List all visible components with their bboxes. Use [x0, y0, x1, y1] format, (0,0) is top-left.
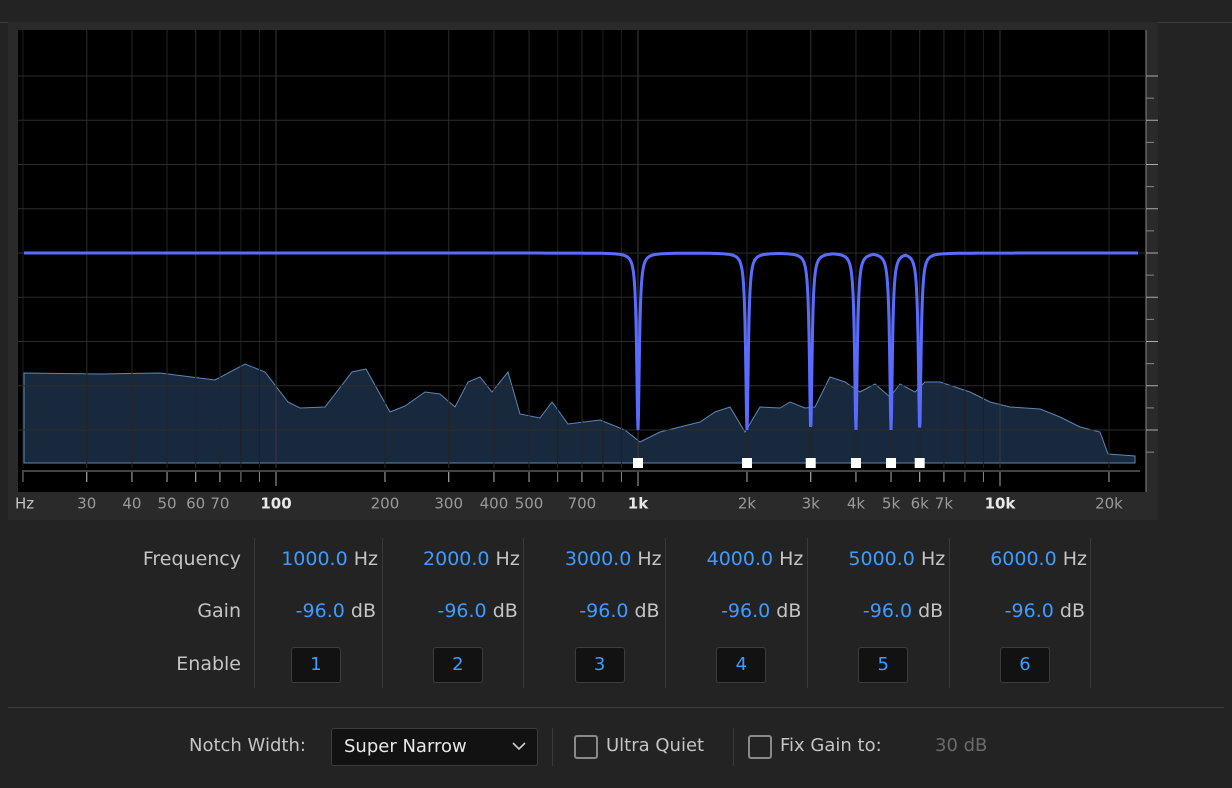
gain-cell: -96.0 dB [721, 600, 801, 622]
divider [8, 707, 1224, 708]
x-tick-label: 100 [260, 495, 291, 513]
frequency-value: 3000.0 [564, 548, 632, 570]
x-tick-label: 1k [628, 495, 649, 513]
x-tick-label: 3k [802, 495, 821, 513]
dropdown-value: Super Narrow [344, 736, 467, 757]
enable-button[interactable]: 1 [291, 647, 341, 683]
unit: Hz [495, 548, 520, 570]
gain-value: -96.0 [1004, 600, 1054, 622]
separator [552, 728, 553, 766]
notch-handle [914, 458, 925, 468]
frequency-value: 2000.0 [423, 548, 490, 570]
gain-value: -96.0 [437, 600, 487, 622]
row-label: Gain [197, 600, 241, 622]
frequency-value: 4000.0 [706, 548, 774, 570]
x-tick-label: 30 [77, 495, 96, 513]
x-tick-label: 400 [480, 495, 509, 513]
chevron [512, 742, 526, 751]
gain-cell: -96.0 dB [579, 600, 659, 622]
x-tick-label: 200 [371, 495, 400, 513]
spectrum-fill [23, 363, 1136, 464]
column-separator [254, 538, 255, 688]
unit: dB [918, 600, 944, 622]
gain-cell: -96.0 dB [863, 600, 943, 622]
x-tick-label: 60 [186, 495, 205, 513]
fix-gain-value: 30 dB [935, 735, 988, 756]
notch-handle [805, 458, 816, 468]
x-tick-label: 2k [738, 495, 757, 513]
gain-value: -96.0 [862, 600, 913, 622]
x-tick-label: 50 [157, 495, 176, 513]
frequency-cell: 4000.0 Hz [707, 548, 804, 570]
fix-gain-label: Fix Gain to: [780, 735, 882, 756]
unit: dB [1059, 600, 1085, 622]
frequency-cell: 2000.0 Hz [423, 548, 520, 570]
column-separator [949, 538, 950, 688]
fix-gain-checkbox[interactable] [748, 735, 772, 759]
gain-cell: -96.0 dB [296, 600, 376, 622]
gain-value: -96.0 [579, 600, 629, 622]
gain-cell: -96.0 dB [1005, 600, 1085, 622]
enable-button[interactable]: 3 [574, 647, 625, 683]
frequency-cell: 6000.0 Hz [990, 548, 1087, 570]
x-tick-label: 500 [515, 495, 544, 513]
notch-handle [850, 458, 861, 468]
separator [733, 728, 734, 766]
row-label: Enable [176, 653, 241, 675]
x-tick-label: 70 [210, 495, 229, 513]
column-separator [665, 538, 666, 688]
notch-handle [633, 458, 643, 468]
enable-button[interactable]: 5 [858, 647, 909, 683]
notch-handle [886, 458, 897, 468]
unit: dB [634, 600, 660, 622]
column-separator [807, 538, 808, 688]
frequency-cell: 5000.0 Hz [848, 548, 945, 570]
unit: Hz [779, 548, 804, 570]
graph: dB Hz 30405060701002003004005007001k2k3k… [8, 22, 1158, 520]
notch-width-dropdown[interactable]: Super Narrow [331, 728, 538, 766]
x-tick-label: 6k [911, 495, 930, 513]
frequency-value: 6000.0 [990, 548, 1057, 570]
unit: dB [492, 600, 518, 622]
ultra-quiet-label: Ultra Quiet [606, 735, 705, 756]
unit: dB [350, 600, 376, 622]
frequency-value: 5000.0 [848, 548, 915, 570]
notch-curve [24, 251, 1138, 431]
x-tick-label: 300 [434, 495, 463, 513]
gain-value: -96.0 [295, 600, 345, 622]
x-tick-label: 700 [568, 495, 597, 513]
gain-value: -96.0 [721, 600, 771, 622]
x-tick-label: 4k [847, 495, 866, 513]
unit: Hz [920, 548, 946, 570]
notch-width-label: Notch Width: [189, 735, 306, 756]
frequency-value: 1000.0 [281, 548, 348, 570]
frequency-cell: 3000.0 Hz [565, 548, 662, 570]
x-tick-label: 40 [122, 495, 141, 513]
frequency-cell: 1000.0 Hz [281, 548, 378, 570]
unit: Hz [637, 548, 662, 570]
column-separator [1090, 538, 1091, 688]
unit: Hz [1062, 548, 1087, 570]
enable-button[interactable]: 6 [1000, 647, 1050, 683]
column-separator [382, 538, 383, 688]
x-tick-label: 10k [985, 495, 1017, 513]
enable-button[interactable]: 2 [432, 647, 483, 683]
notch-handle [741, 458, 752, 468]
x-tick-label: 20k [1095, 495, 1123, 513]
x-tick-label: 7k [935, 495, 954, 513]
gain-cell: -96.0 dB [437, 600, 517, 622]
row-label: Frequency [142, 548, 241, 570]
ultra-quiet-checkbox[interactable] [574, 735, 598, 759]
column-separator [523, 538, 524, 688]
enable-button[interactable]: 4 [716, 647, 767, 683]
unit: dB [776, 600, 802, 622]
x-tick-label: 5k [882, 495, 901, 513]
x-unit: Hz [15, 495, 34, 513]
unit: Hz [353, 548, 378, 570]
